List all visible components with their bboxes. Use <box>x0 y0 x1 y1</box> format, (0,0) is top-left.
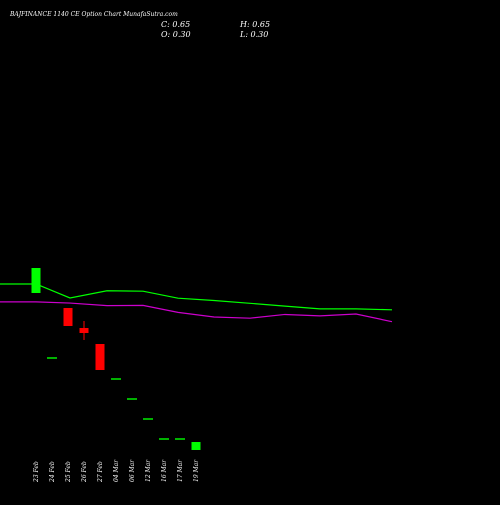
date-label: 04 Mar <box>113 459 120 482</box>
candle-body <box>79 328 89 333</box>
date-label: 27 Feb <box>97 461 104 483</box>
candle <box>95 344 105 370</box>
candle <box>127 398 137 400</box>
high-label: H: 0.65 <box>239 20 270 29</box>
date-label: 23 Feb <box>33 461 40 483</box>
chart-title: BAJFINANCE 1140 CE Option Chart MunafaSu… <box>9 11 178 18</box>
candle-body <box>159 438 169 440</box>
candle <box>31 268 41 293</box>
candle <box>111 378 121 380</box>
candle-body <box>175 438 185 440</box>
candle <box>63 308 73 326</box>
candle-body <box>127 398 137 400</box>
date-label: 24 Feb <box>49 461 56 483</box>
indicator-line-2 <box>0 301 393 323</box>
candle <box>47 357 57 359</box>
candle-body <box>143 418 153 420</box>
candle-body <box>31 268 41 293</box>
candle <box>159 438 169 440</box>
candle-body <box>111 378 121 380</box>
date-label: 26 Feb <box>81 461 88 483</box>
candle <box>191 442 201 450</box>
open-label: O: 0.30 <box>161 30 191 39</box>
close-label: C: 0.65 <box>161 20 190 29</box>
indicator-lines <box>0 283 393 323</box>
date-label: 19 Mar <box>193 459 200 482</box>
date-label: 12 Mar <box>145 459 152 482</box>
candles <box>31 268 201 450</box>
date-labels: 23 Feb 24 Feb 25 Feb 26 Feb 27 Feb 04 Mar 06 M… <box>33 459 200 483</box>
candle <box>79 321 89 340</box>
candle-body <box>95 344 105 370</box>
date-label: 16 Mar <box>161 459 168 482</box>
candle <box>175 438 185 440</box>
date-label: 06 Mar <box>129 459 136 482</box>
low-label: L: 0.30 <box>239 30 268 39</box>
candle-body <box>191 442 201 450</box>
date-label: 25 Feb <box>65 461 72 483</box>
date-label: 17 Mar <box>177 459 184 482</box>
candle <box>143 418 153 420</box>
indicator-line-1 <box>0 283 393 311</box>
candle-body <box>63 308 73 326</box>
candle-body <box>47 357 57 359</box>
